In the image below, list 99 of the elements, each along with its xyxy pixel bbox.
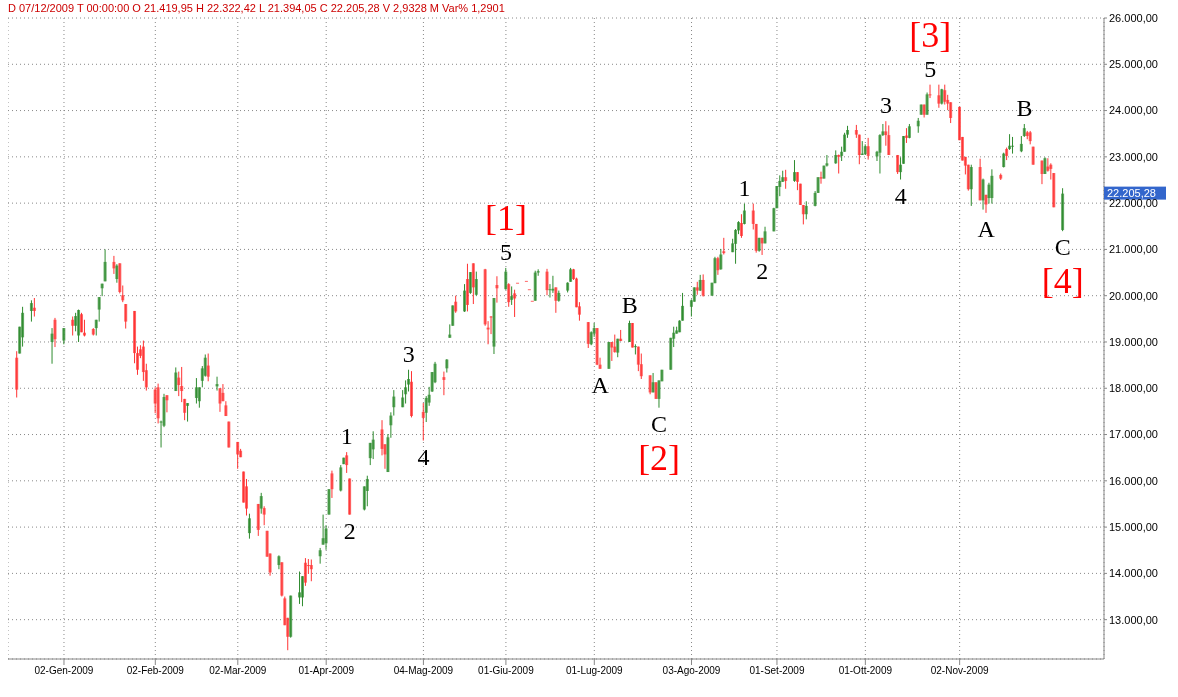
x-tick-label: 02-Mar-2009: [209, 665, 267, 677]
candlestick: [804, 200, 808, 220]
candlestick: [463, 283, 467, 313]
candlestick: [628, 320, 632, 343]
annotation: B: [1016, 94, 1033, 121]
candlestick: [545, 268, 549, 296]
candlestick: [928, 84, 932, 99]
annotation: A: [591, 371, 610, 398]
x-tick-label: 04-Mag-2009: [393, 665, 454, 677]
y-tick-label: 16.000,00: [1109, 474, 1158, 487]
candlestick: [1011, 136, 1015, 155]
annotation: 5: [924, 55, 937, 82]
annotation: C: [651, 410, 668, 437]
candlestick: [887, 124, 891, 156]
candlestick: [259, 492, 263, 515]
candlestick: [339, 464, 343, 492]
candlestick: [29, 299, 33, 323]
candlestick: [53, 317, 57, 348]
x-tick-label: 02-Gen-2009: [34, 665, 94, 677]
y-tick-label: 13.000,00: [1109, 613, 1158, 626]
x-tick-label: 02-Nov-2009: [930, 665, 989, 677]
x-tick-label: 01-Lug-2009: [565, 665, 624, 677]
candlestick: [365, 475, 369, 507]
candlestick: [681, 292, 685, 322]
candlestick: [186, 402, 190, 423]
text: 22.205,28: [1107, 186, 1156, 199]
x-tick-label: 03-Ago-2009: [662, 665, 721, 677]
candlestick: [32, 297, 36, 318]
candlestick: [165, 394, 169, 413]
y-tick-label: 19.000,00: [1109, 335, 1158, 348]
candlestick: [153, 386, 157, 414]
candlestick: [504, 267, 508, 291]
candlestick: [793, 159, 796, 183]
annotation: 1: [340, 423, 353, 450]
candlestick: [421, 402, 425, 442]
y-tick-label: 21.000,00: [1109, 243, 1158, 256]
candlestick: [115, 263, 119, 284]
annotation: 4: [894, 182, 907, 209]
candlestick: [298, 571, 302, 605]
annotation: 3: [402, 340, 415, 367]
candlestick: [221, 383, 225, 402]
annotation: [2]: [638, 437, 681, 478]
x-tick-label: 01-Ott-2009: [838, 665, 893, 677]
candlestick: [194, 377, 198, 405]
y-tick-label: 26.000,00: [1109, 11, 1158, 24]
candlestick: [247, 513, 251, 540]
annotation: 2: [343, 517, 356, 544]
candlestick: [112, 255, 116, 275]
candlestick: [819, 171, 823, 185]
candlestick: [513, 289, 517, 318]
candlestick: [206, 353, 210, 382]
candlestick: [371, 430, 375, 460]
candlestick: [330, 470, 334, 499]
candlestick: [262, 505, 266, 526]
candlestick: [300, 575, 304, 607]
candlestick: [218, 387, 222, 413]
candlestick: [303, 557, 307, 587]
annotation: [3]: [909, 14, 952, 55]
y-tick-label: 17.000,00: [1109, 428, 1158, 441]
annotation: C: [1054, 234, 1071, 261]
candlestick: [74, 312, 78, 332]
candlestick: [124, 303, 128, 330]
y-tick-label: 14.000,00: [1109, 567, 1158, 580]
x-tick-label: 01-Set-2009: [749, 665, 805, 677]
candlestick: [551, 275, 555, 294]
candlestick: [990, 168, 994, 205]
candlestick: [468, 271, 472, 295]
y-tick-label: 23.000,00: [1109, 150, 1158, 163]
y-tick-label: 22.000,00: [1109, 197, 1158, 210]
y-tick-label: 15.000,00: [1109, 521, 1158, 533]
candlestick: [321, 514, 325, 546]
candlestick: [981, 178, 985, 211]
annotation: 3: [879, 92, 892, 119]
candlestick: [103, 248, 107, 282]
candlestick: [474, 271, 478, 297]
chart-title: D 07/12/2009 T 00:00:00 O 21.419,95 H 22.322,42 L 21.394,05 C 22.205,28 V 2,9328 M Var% 1,2901: [8, 2, 505, 14]
y-tick-label: 25.000,00: [1109, 58, 1158, 71]
candlestick: [510, 285, 514, 306]
candlestick: [71, 316, 75, 336]
annotation: 4: [417, 443, 430, 470]
candlestick: [716, 256, 720, 276]
annotation: [1]: [484, 197, 527, 238]
y-tick-label: 18.000,00: [1109, 382, 1158, 395]
candlestick: [633, 343, 637, 355]
y-tick-label: 20.000,00: [1109, 289, 1158, 302]
annotation: [4]: [1041, 261, 1084, 302]
candlestick: [309, 558, 313, 582]
annotation: 5: [499, 238, 512, 265]
x-tick-label: 02-Feb-2009: [126, 665, 185, 677]
annotation: 2: [756, 257, 769, 284]
candlestick: [495, 275, 499, 304]
annotation: A: [977, 215, 996, 242]
x-tick-label: 01-Apr-2009: [298, 665, 355, 677]
candlestick: [719, 248, 723, 271]
annotation: B: [621, 291, 638, 318]
y-tick-label: 24.000,00: [1109, 104, 1158, 117]
x-tick-label: 01-Giu-2009: [478, 665, 535, 677]
annotation: 1: [738, 174, 751, 201]
candlestick: [442, 371, 446, 396]
